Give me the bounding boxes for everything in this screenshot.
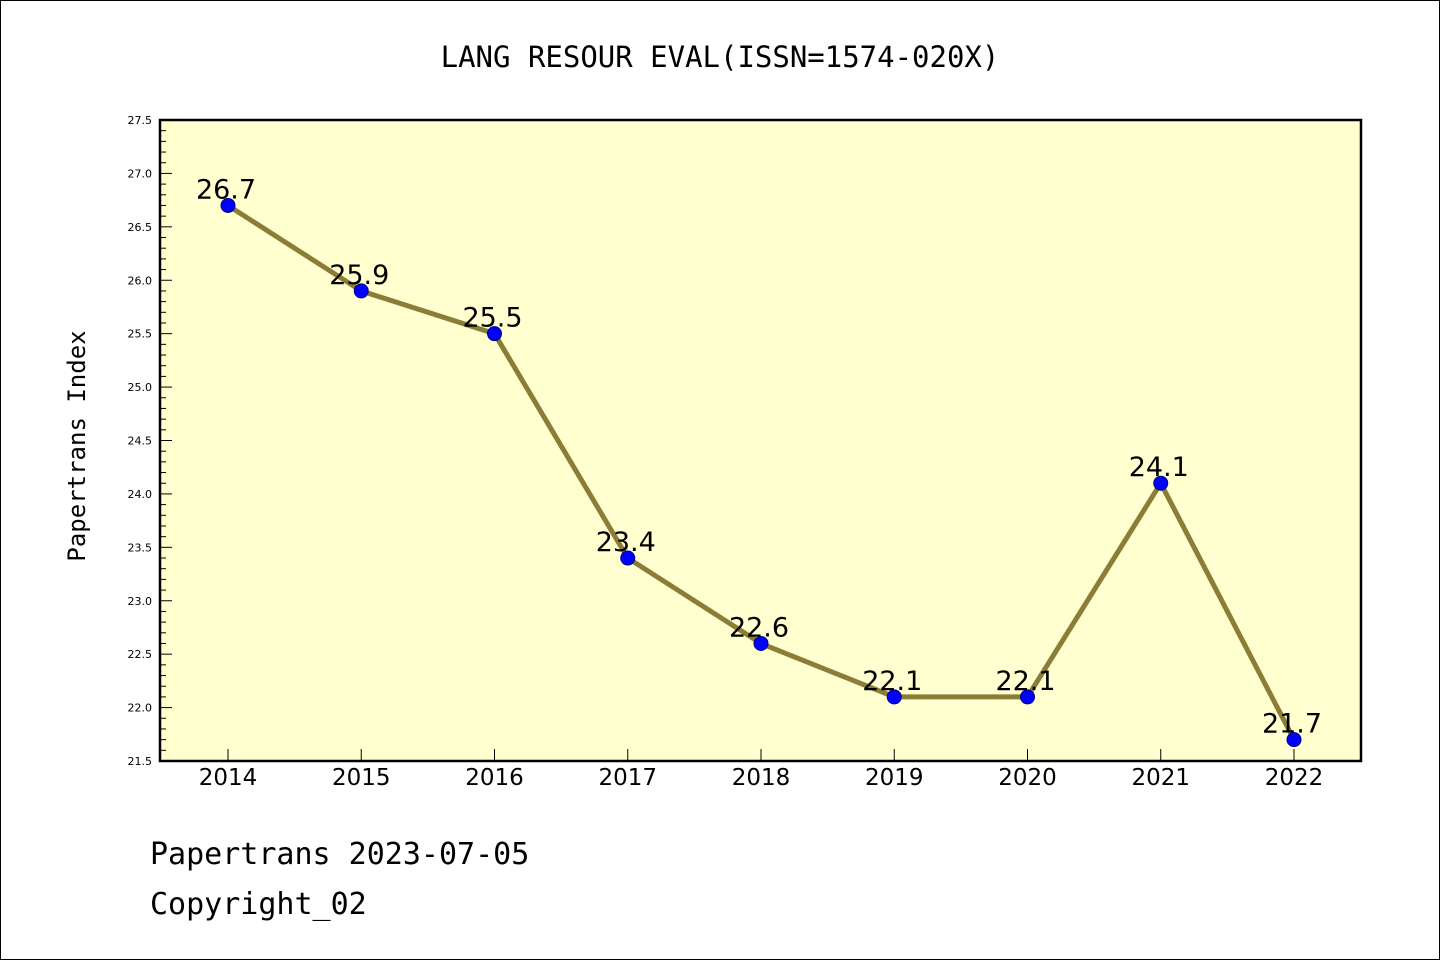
data-point [1153,475,1169,491]
y-tick-label: 23.5 [128,541,153,554]
x-tick-label: 2018 [732,765,791,791]
x-tick-label: 2021 [1131,765,1190,791]
x-tick-label: 2015 [332,765,391,791]
data-label: 22.6 [729,612,789,643]
x-tick-label: 2020 [998,765,1057,791]
y-tick-label: 22.0 [128,702,153,715]
data-label: 24.1 [1129,452,1189,483]
data-label: 22.1 [995,666,1055,697]
y-tick-label: 26.5 [128,221,153,234]
data-label: 25.9 [329,260,389,291]
data-point [1020,689,1035,705]
data-point [753,635,769,651]
y-tick-label: 22.5 [128,648,153,661]
x-tick-label: 2019 [865,765,924,791]
data-label: 23.4 [596,527,656,558]
data-labels: 26.7 25.9 25.5 23.4 22.6 22.1 22.1 24.1 21.7 [196,174,1322,739]
data-label: 22.1 [862,666,922,697]
chart-title: LANG RESOUR EVAL(ISSN=1574-020X) [441,40,1000,74]
y-tick-label: 23.0 [128,595,153,608]
y-tick-label: 21.5 [128,755,153,768]
x-tick-label: 2017 [598,765,657,791]
y-tick-label: 25.5 [128,328,153,341]
x-tick-label: 2022 [1265,765,1324,791]
data-point [220,197,236,213]
footer-date: Papertrans 2023-07-05 [150,837,529,872]
y-axis-label: Papertrans Index [63,330,91,561]
x-tick-label: 2014 [199,765,258,791]
data-label: 25.5 [462,303,522,334]
y-tick-label: 24.5 [128,435,153,448]
data-label: 21.7 [1262,709,1322,740]
plot-area [160,120,1361,761]
x-tick-label: 2016 [465,765,524,791]
y-tick-label: 26.0 [128,274,153,287]
y-tick-label: 27.0 [128,167,153,180]
plot-border [158,118,1363,763]
data-label: 26.7 [196,174,256,205]
data-point [487,326,502,342]
x-axis: 2014 2015 2016 2017 2018 2019 2020 2021 2022 [199,749,1324,791]
data-point [353,283,369,299]
data-point [1286,732,1302,748]
data-point [620,550,636,566]
y-tick-label: 27.5 [128,114,153,127]
series-line [220,197,1302,748]
footer-copyright: Copyright_02 [150,887,367,922]
y-tick-label: 24.0 [128,488,153,501]
y-tick-label: 25.0 [128,381,153,394]
data-point [886,689,902,705]
